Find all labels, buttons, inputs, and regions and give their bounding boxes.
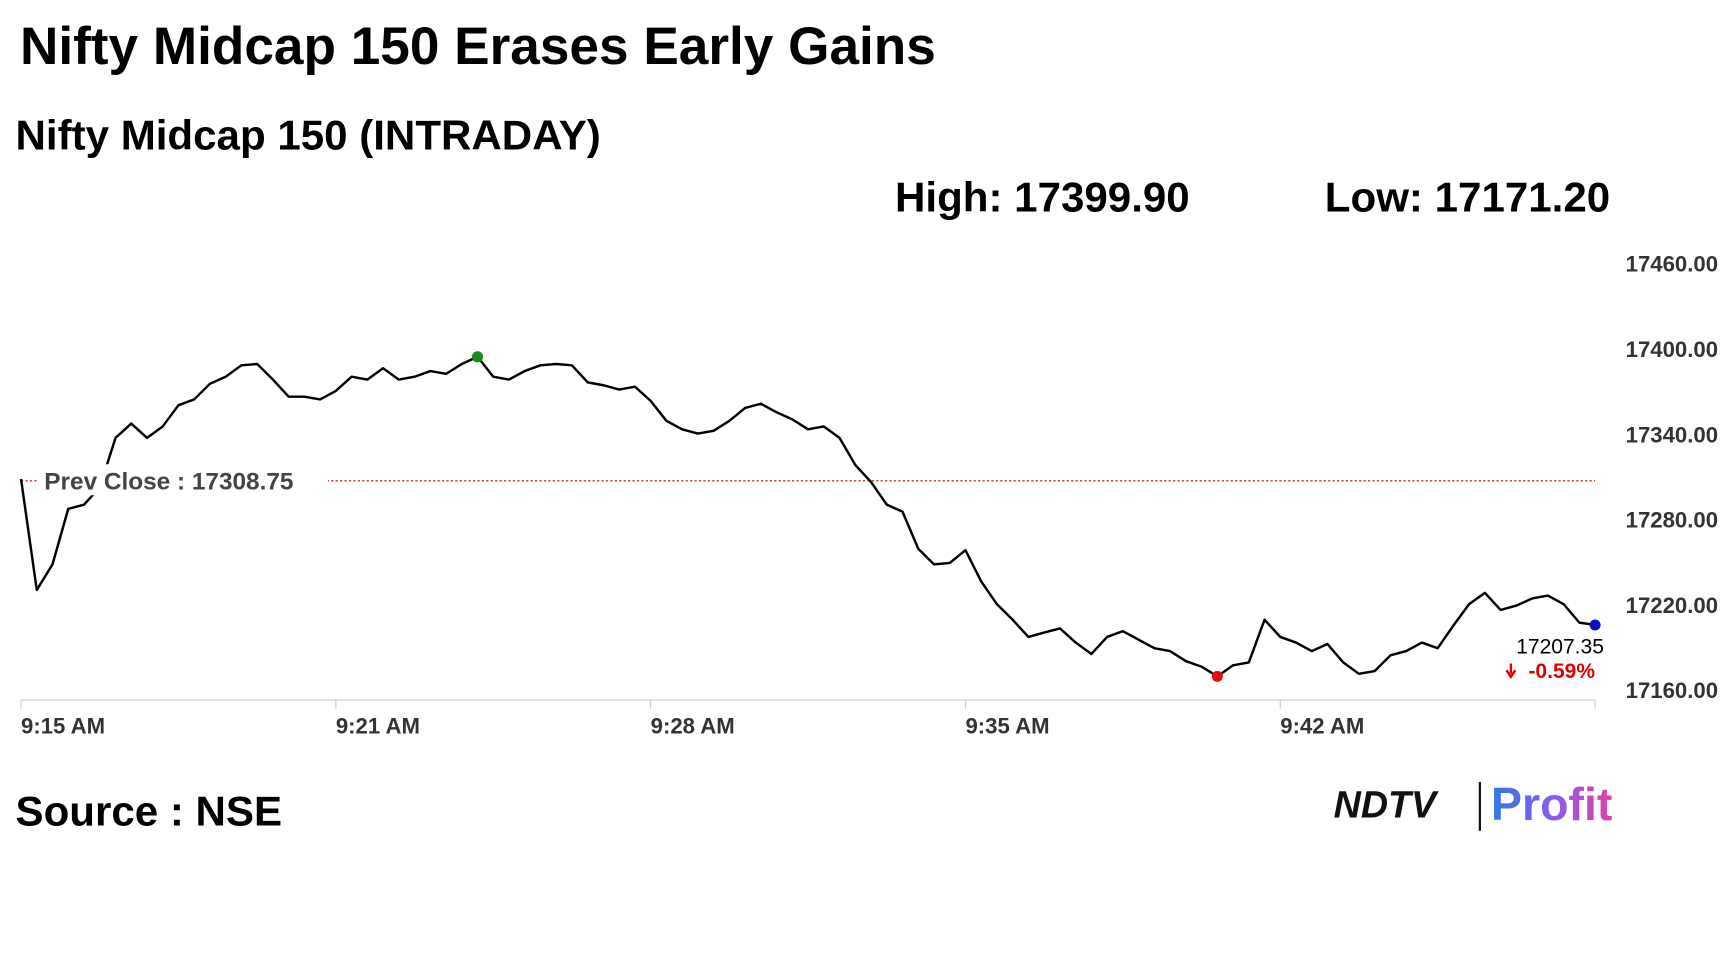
y-tick-label: 17400.00 <box>1626 337 1718 362</box>
y-tick-label: 17160.00 <box>1626 678 1718 703</box>
source: Source : NSE <box>16 787 283 834</box>
last-value-label: 17207.35 <box>1516 636 1604 659</box>
logo-ndtv: NDTV <box>1334 783 1439 825</box>
logo-profit: Profit <box>1491 778 1612 830</box>
x-tick-label: 9:35 AM <box>965 714 1049 739</box>
y-tick-label: 17340.00 <box>1626 422 1718 447</box>
chart-title: Nifty Midcap 150 Erases Early Gains <box>20 17 936 76</box>
x-tick-label: 9:21 AM <box>336 714 420 739</box>
x-tick-label: 9:42 AM <box>1280 714 1364 739</box>
prev-close-label-bg <box>37 464 328 496</box>
y-tick-label: 17220.00 <box>1626 593 1718 618</box>
prev-close-label: Prev Close : 17308.75 <box>44 469 293 496</box>
chart-subtitle: Nifty Midcap 150 (INTRADAY) <box>16 112 601 159</box>
high-label: High: 17399.90 <box>895 174 1190 221</box>
price-line <box>19 355 1596 678</box>
change-label: -0.59% <box>1528 660 1595 683</box>
low-label: Low: 17171.20 <box>1325 174 1610 221</box>
last-marker <box>1589 619 1601 631</box>
low-marker <box>1211 670 1223 682</box>
down-arrow <box>1505 663 1517 679</box>
x-tick-label: 9:15 AM <box>21 714 105 739</box>
x-tick-label: 9:28 AM <box>651 714 735 739</box>
y-tick-label: 17460.00 <box>1626 252 1718 277</box>
high-marker <box>471 351 484 363</box>
y-tick-label: 17280.00 <box>1626 508 1718 533</box>
